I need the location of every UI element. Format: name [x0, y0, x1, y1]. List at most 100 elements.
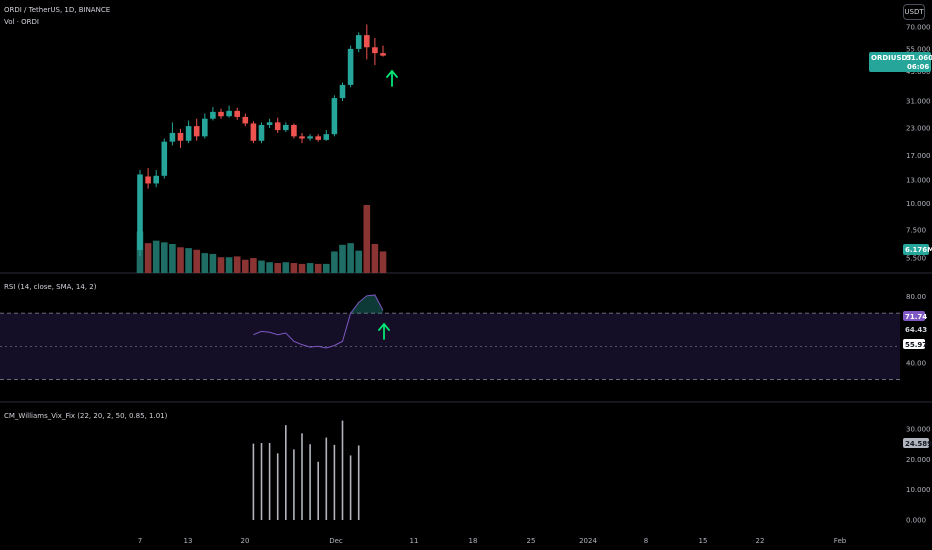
candle-body: [137, 174, 143, 251]
volume-bar: [323, 263, 330, 273]
volume-bar: [185, 248, 192, 273]
volume-bar: [201, 253, 209, 273]
candle: [323, 130, 330, 141]
volume-bar: [242, 259, 249, 273]
candle-body: [218, 111, 224, 117]
vix-bar: [260, 443, 263, 520]
rsi-low-label: 55.97: [905, 341, 927, 349]
arrow-up-icon: [378, 322, 390, 340]
price-tick-label: 5.500: [906, 255, 926, 263]
candle: [283, 122, 289, 133]
volume-bar: [314, 263, 322, 273]
candle-body: [355, 35, 362, 49]
volume-bar: [266, 262, 273, 273]
rsi-title[interactable]: RSI (14, close, SMA, 14, 2): [4, 283, 97, 291]
price-tick-label: 55.000: [906, 45, 931, 53]
volume-bar: [290, 263, 298, 273]
vix-value-label: 24.589: [905, 440, 932, 448]
currency-button[interactable]: USDT: [903, 4, 925, 20]
candle-body: [161, 141, 168, 176]
rsi-overbought-fill: [253, 294, 383, 314]
vix-axis[interactable]: 30.000 20.000 10.000 0.000: [906, 426, 931, 525]
volume-bar: [371, 243, 379, 273]
volume-bar: [225, 257, 233, 273]
vix-bar: [293, 449, 295, 520]
candle-body: [210, 111, 216, 119]
price-tick-label: 70.000: [906, 24, 931, 32]
candle: [355, 32, 362, 53]
candle-body: [153, 175, 159, 184]
volume-bar: [274, 263, 281, 273]
volume-bar: [331, 251, 338, 273]
candle-body: [226, 110, 232, 117]
candle: [242, 113, 249, 127]
time-tick-label: 8: [644, 537, 648, 545]
volume-bar: [282, 262, 290, 273]
candle-body: [274, 122, 281, 131]
volume-bar: [379, 251, 387, 273]
candle-body: [380, 53, 386, 56]
volume-title[interactable]: Vol · ORDI: [4, 18, 39, 26]
volume-bar: [250, 258, 257, 273]
volume-badge[interactable]: 6.176M: [903, 244, 932, 255]
candle-body: [323, 134, 330, 140]
rsi-axis[interactable]: 80.00 40.00: [906, 293, 926, 367]
vix-bar: [349, 455, 352, 520]
vix-bar: [285, 425, 287, 520]
symbol-price-badge[interactable]: ORDIUSDT 51.060 06:06: [869, 52, 932, 72]
vix-bar: [268, 443, 271, 520]
time-axis[interactable]: 7 13 20 Dec 11 18 25 2024 8 15 22 Feb: [138, 537, 847, 545]
time-tick-label: 15: [699, 537, 708, 545]
time-tick-label: 20: [241, 537, 250, 545]
price-tick-label: 31.000: [906, 97, 931, 105]
candle: [145, 168, 151, 189]
candle-body: [315, 136, 321, 140]
rsi-line: [253, 294, 384, 349]
time-tick-label: 2024: [579, 537, 597, 545]
candle: [250, 121, 257, 144]
rsi-ma-badge[interactable]: 64.43: [903, 324, 927, 334]
candle: [307, 134, 313, 141]
volume-bar: [209, 253, 217, 273]
symbol-title[interactable]: ORDI / TetherUS, 1D, BINANCE: [4, 6, 110, 14]
volume-bar: [144, 243, 152, 273]
rsi-value-badge[interactable]: 71.74: [903, 311, 927, 321]
candle: [339, 82, 346, 101]
price-tick-label: 10.000: [906, 200, 931, 208]
candle-body: [364, 35, 370, 48]
time-tick-label: 25: [527, 537, 536, 545]
candle-body: [299, 136, 305, 139]
vix-title[interactable]: CM_Williams_Vix_Fix (22, 20, 2, 50, 0.85…: [4, 412, 168, 420]
vix-fix-bars: [252, 420, 360, 520]
time-tick-label: 22: [756, 537, 765, 545]
candle-body: [193, 126, 200, 137]
time-tick-label: 11: [410, 537, 419, 545]
vix-bar: [309, 444, 311, 520]
vix-bar: [252, 443, 255, 520]
volume-bar: [339, 244, 346, 273]
candle: [137, 169, 143, 257]
price-tick-label: 13.000: [906, 176, 931, 184]
vix-bar: [341, 420, 344, 520]
volume-bar: [177, 247, 184, 273]
candle: [226, 105, 232, 118]
candle: [274, 117, 281, 133]
rsi-tick-label: 80.00: [906, 293, 926, 301]
candle-body: [250, 123, 257, 141]
vix-value-badge[interactable]: 24.589: [903, 438, 932, 448]
volume-bar: [347, 243, 354, 273]
rsi-low-badge[interactable]: 55.97: [903, 339, 927, 349]
candle: [234, 107, 240, 120]
time-tick-label: 18: [469, 537, 478, 545]
candle-body: [347, 48, 354, 85]
candle-body: [283, 124, 289, 131]
volume-bar: [217, 257, 225, 273]
candle-body: [145, 176, 151, 184]
candle: [210, 107, 216, 121]
candle: [153, 169, 159, 188]
candle-body: [331, 98, 338, 135]
candle-body: [291, 124, 297, 137]
symbol-badge-label: ORDIUSDT: [871, 54, 912, 62]
vix-bar: [325, 437, 328, 520]
